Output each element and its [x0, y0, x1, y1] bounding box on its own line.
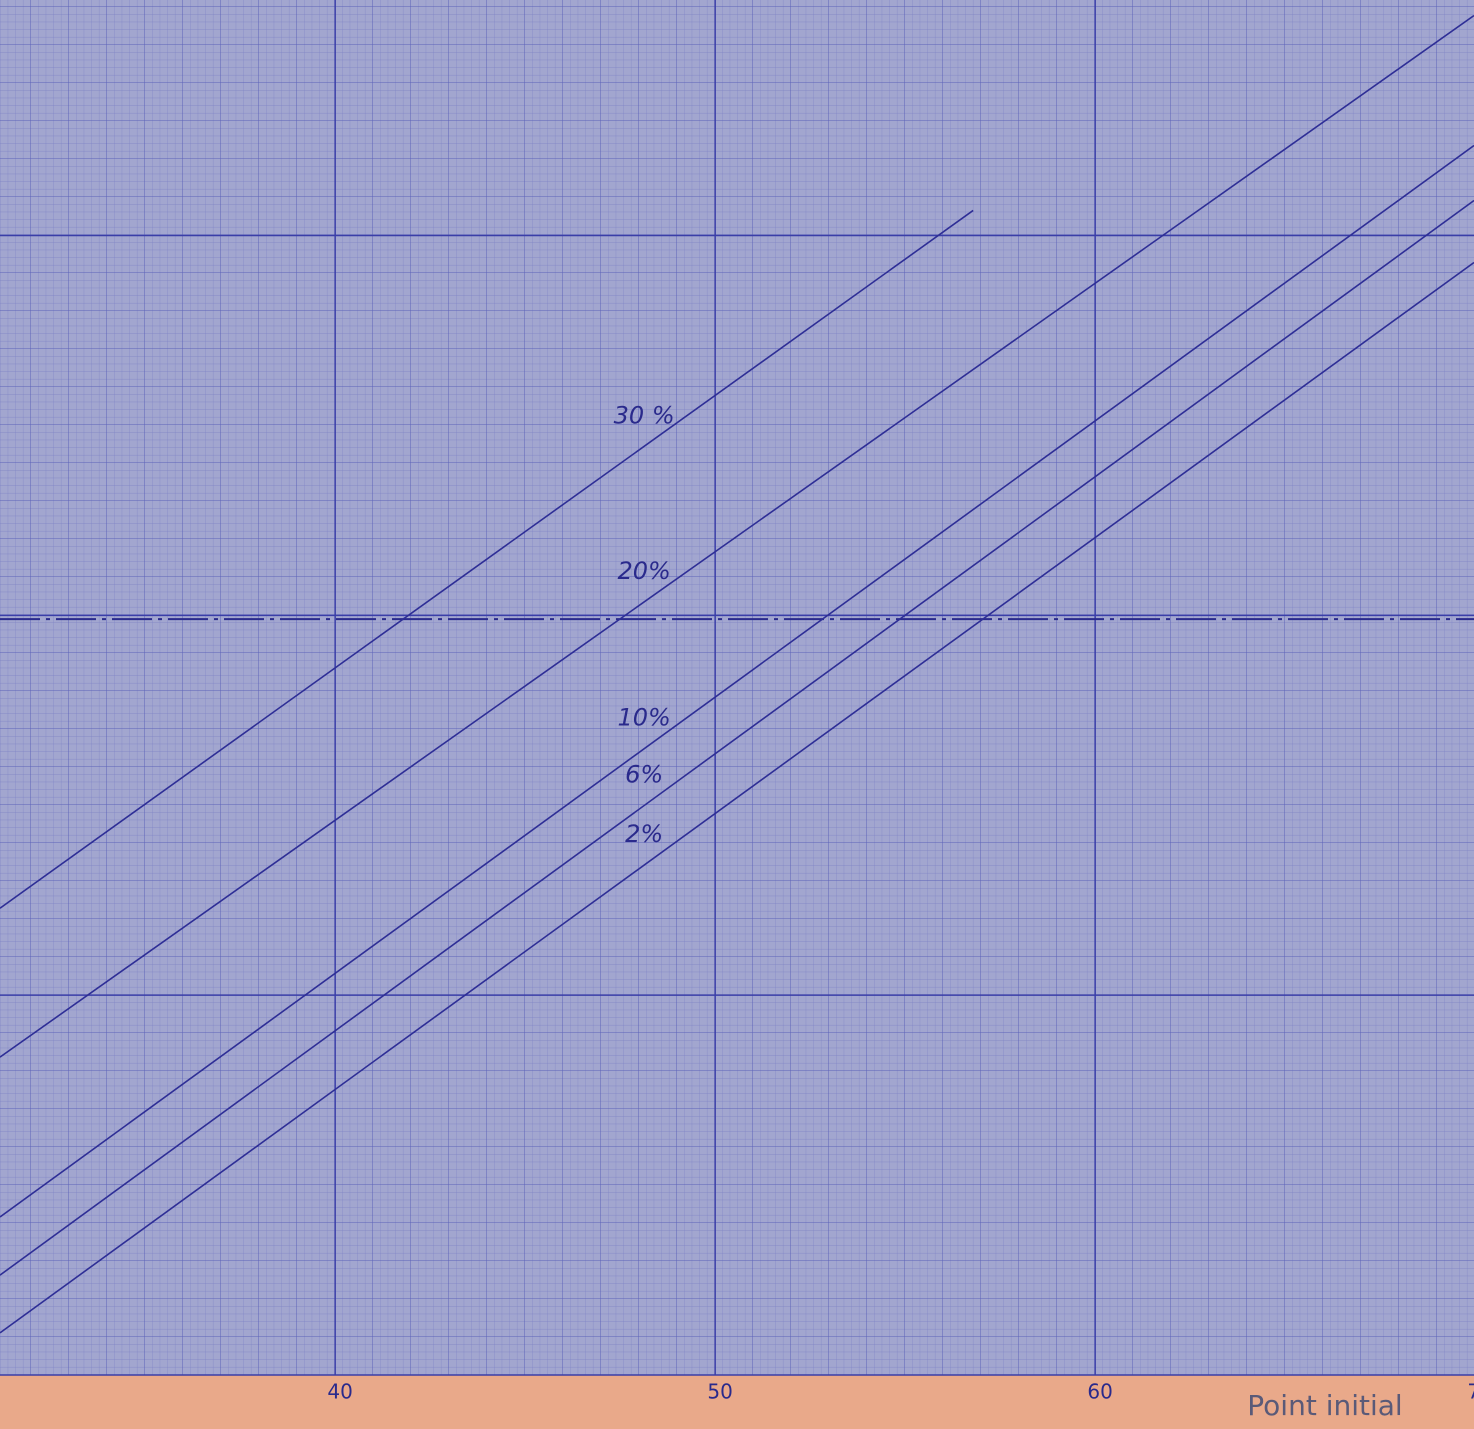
x-tick-label: 70: [1467, 1380, 1474, 1404]
x-tick-label: 50: [707, 1380, 732, 1404]
series-label: 10%: [617, 704, 670, 732]
series-label: 6%: [625, 760, 663, 788]
series-label: 2%: [625, 820, 663, 848]
series-line: [0, 209, 974, 909]
series-label: 30 %: [614, 401, 675, 429]
series-line: [0, 199, 1474, 1276]
x-tick-label: 60: [1087, 1380, 1112, 1404]
series-line: [0, 144, 1474, 1218]
x-tick-label: 40: [327, 1380, 352, 1404]
series-line: [0, 14, 1474, 1058]
x-axis-title: Point initial: [1247, 1389, 1402, 1422]
mid-grid: [0, 0, 1474, 1375]
series-line: [0, 261, 1474, 1334]
series-label: 20%: [617, 557, 670, 585]
